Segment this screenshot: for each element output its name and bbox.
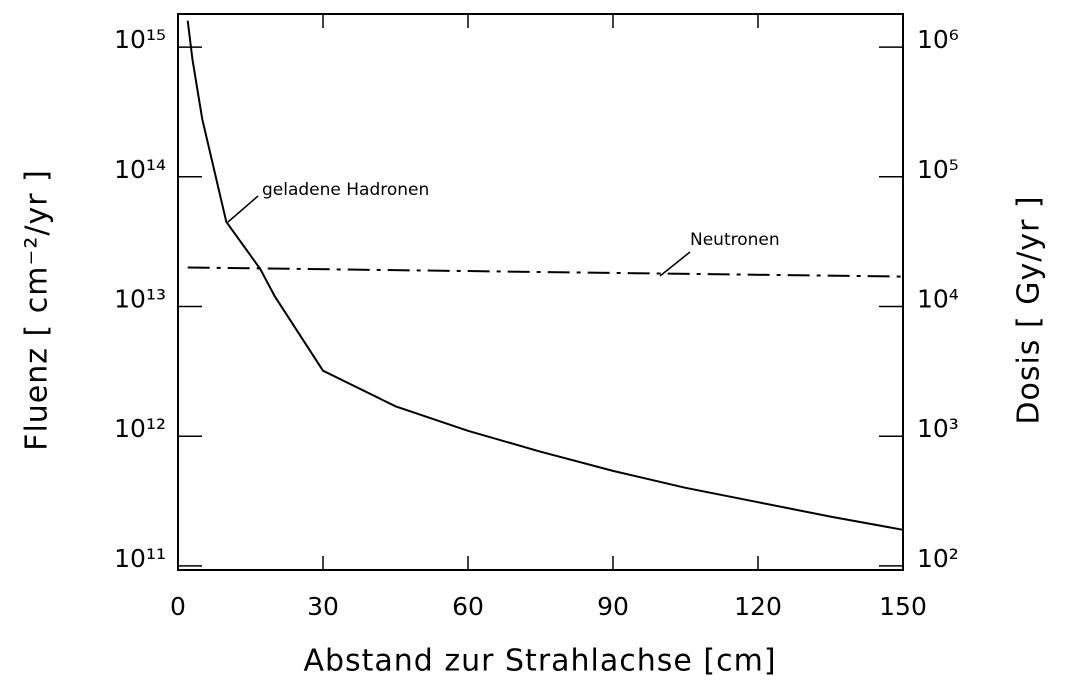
yticks-tick-label: 10¹¹ — [114, 544, 166, 573]
x-tick-label: 150 — [879, 592, 927, 621]
x-axis-title: Abstand zur Strahlachse [cm] — [303, 644, 776, 679]
yticks-tick-label: 10¹⁵ — [114, 25, 166, 54]
y2ticks-tick-label: 10³ — [917, 414, 959, 443]
y2ticks-tick-label: 10⁶ — [917, 25, 959, 54]
line-series — [186, 20, 904, 531]
x-tick-label: 60 — [452, 592, 484, 621]
plot-frame — [177, 13, 904, 571]
yticks-tick-label: 10¹² — [114, 414, 166, 443]
annotation: geladene Hadronen — [262, 180, 429, 200]
yticks-tick-label: 10¹⁴ — [114, 155, 166, 184]
y2ticks-tick-label: 10⁵ — [917, 155, 959, 184]
y-axis-title: Fluenz [ cm⁻²/yr ] — [20, 169, 55, 451]
line-series — [187, 266, 904, 278]
y2-axis-title: Dosis [ Gy/yr ] — [1012, 195, 1047, 424]
leader-line — [659, 251, 691, 277]
yticks-tick-label: 10¹³ — [114, 285, 166, 314]
x-tick-label: 90 — [597, 592, 629, 621]
y2ticks-tick-label: 10⁴ — [917, 285, 959, 314]
leader-line — [227, 195, 259, 223]
annotation: Neutronen — [690, 230, 780, 250]
x-tick-label: 120 — [734, 592, 782, 621]
x-tick-label: 0 — [170, 592, 186, 621]
y2ticks-tick-label: 10² — [917, 544, 959, 573]
x-tick-label: 30 — [307, 592, 339, 621]
